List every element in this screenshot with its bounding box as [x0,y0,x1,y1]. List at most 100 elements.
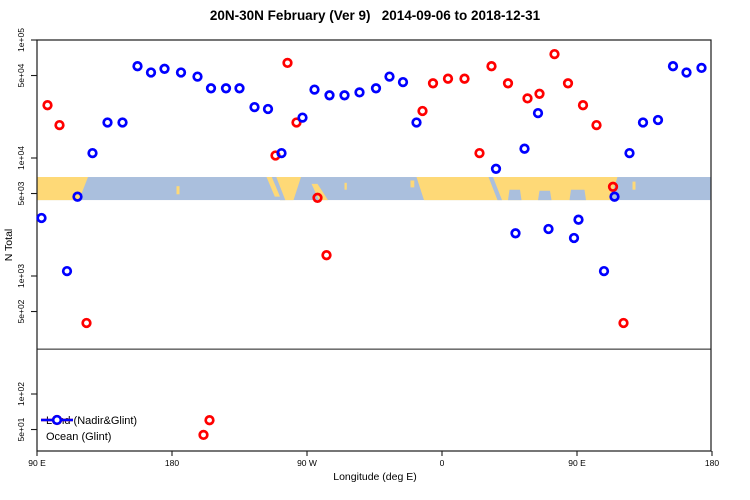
data-point-ocean [297,112,308,123]
data-point-ocean [262,103,274,115]
data-point-land [549,48,560,60]
data-point-land [474,147,485,159]
legend: Land (Nadir&Glint) Ocean (Glint) [40,413,137,445]
chart-title: 20N-30N February (Ver 9) 2014-09-06 to 2… [209,8,541,23]
legend-label-ocean: Ocean (Glint) [46,431,112,443]
data-point-land [312,192,323,203]
data-point-land [198,429,209,441]
y-tick-label: 1e+04 [16,146,26,170]
y-tick-label: 1e+05 [16,28,26,52]
data-point-land [591,119,602,131]
data-point-ocean [87,147,98,159]
map-land-shape [632,181,636,190]
data-point-ocean [192,71,203,82]
data-point-ocean [145,67,157,78]
x-tick-label: 90 W [297,458,317,468]
data-point-land [562,78,574,89]
data-point-ocean [159,63,170,74]
data-point-ocean [696,62,707,74]
data-point-ocean [102,117,113,128]
data-point-ocean [117,117,128,128]
data-point-ocean [598,265,610,277]
data-point-land [534,88,545,99]
data-point-ocean [220,83,232,94]
data-point-ocean [324,90,335,101]
data-point-ocean [370,83,382,94]
data-point-land [577,100,589,111]
data-point-ocean [205,83,217,94]
data-point-ocean [519,143,530,154]
data-point-ocean [681,67,692,78]
data-point-ocean [36,212,47,224]
data-point-ocean [510,228,521,239]
x-tick-label: 90 E [28,458,46,468]
y-tick-label: 5e+04 [16,63,26,87]
data-point-ocean [490,163,502,174]
map-water-shape [538,190,552,201]
x-tick-label: 180 [165,458,179,468]
data-point-ocean [132,61,143,72]
data-point-ocean [411,117,422,128]
legend-symbol-ocean [41,414,73,426]
data-point-ocean [234,83,245,94]
data-point-land [417,105,428,117]
data-point-ocean [624,147,635,159]
data-point-ocean [175,67,187,78]
data-point-land [427,78,439,89]
data-point-ocean [72,191,83,202]
data-point-ocean [397,76,409,88]
y-tick-label: 1e+03 [16,264,26,288]
map-water-shape [271,177,286,201]
y-tick-label: 5e+01 [16,417,26,441]
y-tick-label: 5e+03 [16,181,26,205]
y-tick-label: 1e+02 [16,382,26,406]
data-point-land [291,117,302,128]
data-point-land [442,73,454,84]
map-land-shape [410,180,415,188]
legend-item-ocean: Ocean (Glint) [40,414,137,445]
data-point-ocean [667,61,679,72]
data-point-ocean [354,87,365,98]
x-axis-title: Longitude (deg E) [333,471,417,483]
data-point-land [522,93,533,104]
data-point-ocean [339,90,350,101]
data-point-land [42,100,53,111]
data-point-ocean [249,101,260,113]
data-point-land [204,415,215,426]
x-tick-label: 180 [705,458,719,468]
plot-border [36,39,712,452]
map-water-shape [488,177,502,201]
map-water-shape [508,189,522,201]
data-point-ocean [276,147,287,159]
data-point-land [54,119,65,131]
data-point-ocean [309,84,320,95]
x-tick-label: 0 [440,458,445,468]
data-point-ocean [384,71,395,82]
data-point-land [618,317,629,329]
data-point-ocean [573,214,584,225]
data-point-land [502,78,514,89]
data-point-ocean [652,114,664,126]
data-point-ocean [532,107,544,119]
data-point-ocean [637,117,649,128]
data-point-land [282,57,293,69]
map-land-shape [266,177,280,197]
map-land-shape [311,183,328,201]
data-point-ocean [61,265,73,277]
x-tick-label: 90 E [568,458,586,468]
data-point-land [486,61,497,72]
map-land-shape [176,186,180,195]
map-water-shape [569,189,586,201]
data-point-land [459,73,470,84]
data-point-land [81,317,92,329]
data-point-land [321,250,332,261]
map-land-shape [416,177,618,201]
map-land-shape [344,182,347,190]
data-point-ocean [543,223,554,235]
data-point-ocean [568,232,580,244]
y-tick-label: 5e+02 [16,299,26,323]
data-point-land [607,181,619,192]
data-point-ocean [609,191,620,202]
